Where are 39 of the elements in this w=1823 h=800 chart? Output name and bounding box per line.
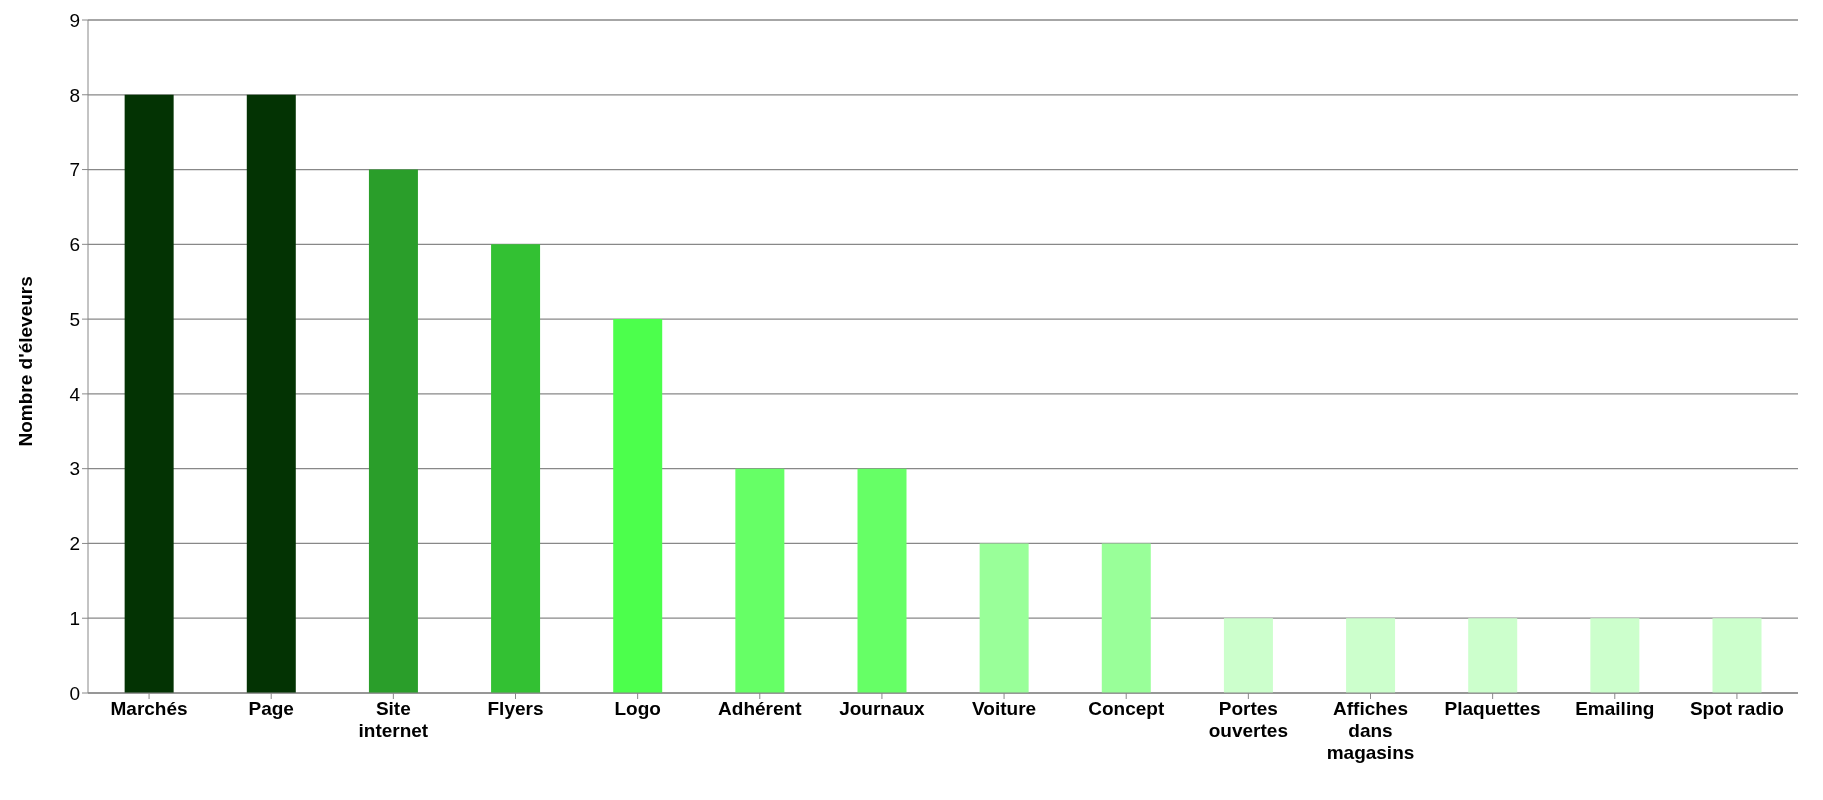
x-tick-label: Portes ouvertes bbox=[1208, 698, 1288, 741]
y-tick-label: 6 bbox=[69, 234, 80, 256]
x-tick-label: Site internet bbox=[358, 698, 429, 741]
bar bbox=[1101, 543, 1151, 693]
bar bbox=[1468, 618, 1518, 693]
y-tick-label: 0 bbox=[69, 682, 80, 704]
bar bbox=[857, 468, 907, 693]
bar bbox=[1223, 618, 1273, 693]
x-tick-label: Voiture bbox=[972, 698, 1037, 719]
bar bbox=[979, 543, 1029, 693]
bar bbox=[613, 319, 663, 693]
bar bbox=[491, 244, 541, 693]
x-tick-label: Plaquettes bbox=[1444, 698, 1541, 719]
x-tick-label: Adhérent bbox=[718, 698, 803, 719]
x-tick-label: Journaux bbox=[839, 698, 926, 719]
bar bbox=[1590, 618, 1640, 693]
y-tick-label: 9 bbox=[69, 9, 80, 31]
bar bbox=[368, 169, 418, 693]
x-tick-label: Affiches dans magasins bbox=[1326, 698, 1415, 763]
y-tick-label: 7 bbox=[69, 159, 80, 181]
bar bbox=[124, 94, 174, 693]
x-tick-label: Marchés bbox=[110, 698, 188, 719]
y-tick-label: 5 bbox=[69, 308, 80, 330]
bar bbox=[1712, 618, 1762, 693]
y-axis-title: Nombre d'éleveurs bbox=[14, 276, 36, 447]
x-tick-label: Flyers bbox=[487, 698, 544, 719]
x-tick-label: Spot radio bbox=[1689, 698, 1784, 719]
x-tick-label: Page bbox=[248, 698, 294, 719]
x-tick-label: Emailing bbox=[1575, 698, 1655, 719]
y-tick-label: 2 bbox=[69, 533, 80, 555]
x-tick-label: Logo bbox=[614, 698, 661, 719]
bar bbox=[1346, 618, 1396, 693]
y-tick-label: 1 bbox=[69, 607, 80, 629]
bar bbox=[735, 468, 785, 693]
y-tick-label: 8 bbox=[69, 84, 80, 106]
x-tick-label: Concept bbox=[1088, 698, 1165, 719]
y-tick-label: 3 bbox=[69, 458, 80, 480]
y-tick-label: 4 bbox=[69, 383, 81, 405]
bar bbox=[246, 94, 296, 693]
